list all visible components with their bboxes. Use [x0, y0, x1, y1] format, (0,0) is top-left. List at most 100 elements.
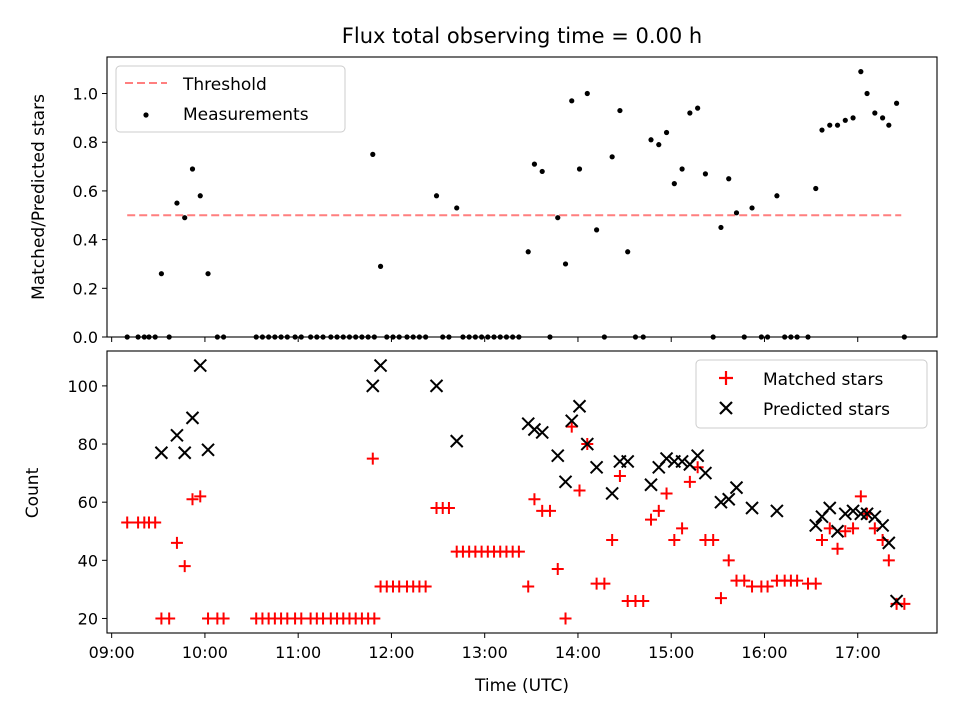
matched-star-point [565, 420, 578, 433]
x-tick-label: 14:00 [555, 643, 601, 662]
predicted-star-point [770, 504, 784, 518]
x-tick-label: 16:00 [741, 643, 787, 662]
predicted-star-point [690, 448, 705, 463]
predicted-star-point [201, 443, 215, 457]
predicted-star-point [572, 399, 587, 413]
measurement-point [562, 261, 569, 267]
predicted-star-point [366, 379, 380, 393]
matched-star-point [170, 536, 183, 549]
measurement-point [702, 171, 709, 177]
top-y-tick-label: 1.0 [73, 85, 98, 104]
matched-star-point [442, 501, 455, 514]
measurement-point [663, 129, 670, 136]
matched-star-point [551, 563, 564, 576]
measurement-point [617, 107, 623, 114]
measurement-point [525, 249, 531, 255]
measurement-point [679, 166, 685, 172]
measurement-point [726, 176, 732, 182]
predicted-star-point [429, 379, 444, 393]
x-tick-label: 13:00 [462, 643, 508, 662]
matched-star-point [217, 612, 230, 625]
matched-star-point [598, 577, 611, 590]
predicted-star-point [551, 448, 565, 463]
matched-legend-label: Matched stars [763, 370, 883, 390]
top-axes-frame [106, 56, 938, 338]
predicted-star-point [644, 478, 658, 492]
matched-star-point [676, 522, 689, 535]
measurement-point [182, 215, 188, 221]
measurement-point [850, 115, 856, 121]
predicted-star-point [714, 495, 728, 509]
predicted-star-point [745, 501, 759, 515]
measurement-point [813, 185, 819, 192]
measurement-point [454, 205, 460, 211]
top-y-tick-label: 0.6 [73, 182, 98, 201]
predicted-star-point [373, 358, 388, 373]
matched-star-point [714, 592, 727, 605]
measurement-point [576, 166, 583, 172]
bottom-y-axis: 20 40 60 80 100 [67, 377, 107, 628]
matched-star-point [163, 612, 176, 625]
x-axis: 09:00 10:00 11:00 12:00 13:00 14:00 15:00 16:00… [89, 633, 881, 662]
x-axis-label: Time (UTC) [474, 676, 569, 696]
measurement-point [749, 205, 755, 211]
x-tick-label: 12:00 [368, 643, 414, 662]
matched-star-point [645, 513, 658, 526]
matched-star-point [660, 487, 673, 500]
predicted-star-point [854, 507, 868, 521]
matched-legend-swatch [719, 371, 733, 385]
matched-star-point [559, 612, 572, 625]
measurement-point [584, 90, 590, 97]
predicted-star-point [185, 411, 200, 425]
measurement-point [834, 122, 841, 128]
matched-star-point [738, 574, 751, 587]
matched-star-point [815, 533, 828, 546]
predicted-star-point [729, 480, 744, 495]
matched-star-point [522, 580, 535, 593]
bottom-y-tick-label: 60 [78, 493, 98, 512]
measurement-point [864, 90, 870, 97]
predicted-star-point [450, 434, 464, 448]
top-y-tick-label: 0.4 [73, 231, 98, 250]
matched-star-point [121, 516, 134, 529]
predicted-star-point [823, 501, 837, 515]
matched-star-point [194, 490, 207, 503]
measurement-point [842, 117, 848, 123]
predicted-star-point [170, 428, 184, 443]
matched-star-point [637, 595, 650, 608]
measurement-point [819, 127, 825, 133]
measurements-legend-swatch [143, 112, 149, 118]
predicted-star-point [620, 454, 635, 469]
bottom-legend-box [695, 359, 928, 429]
top-panel: Flux total observing time = 0.00 h 0.00.… [29, 24, 938, 347]
matched-star-point [809, 577, 822, 590]
bottom-panel: 20 40 60 80 100 09:00 10:00 11:00 12:00 13:00 14:… [23, 350, 938, 696]
predicted-star-point [846, 504, 860, 518]
measurement-point [827, 122, 833, 128]
predicted-star-point [565, 414, 579, 428]
matched-star-point [149, 516, 162, 529]
predicted-star-point [809, 518, 823, 533]
predicted-star-point [675, 454, 689, 469]
matched-star-point [761, 580, 774, 593]
top-legend-box [115, 65, 346, 133]
measurement-point [695, 105, 701, 111]
top-y-tick-label: 0.8 [73, 133, 98, 152]
threshold-legend-label: Threshold [182, 75, 267, 95]
x-tick-label: 11:00 [275, 643, 321, 662]
predicted-star-point [527, 422, 542, 437]
measurement-point [733, 210, 740, 216]
matched-star-point [854, 490, 867, 503]
measurement-point [893, 100, 900, 106]
bottom-y-tick-label: 20 [78, 609, 98, 628]
predicted-legend-swatch [719, 401, 733, 415]
measurement-point [531, 161, 538, 167]
predicted-star-point [838, 507, 853, 521]
predicted-star-point [178, 446, 192, 460]
matched-star-point [847, 522, 860, 535]
measurements-legend-label: Measurements [183, 105, 309, 125]
measurement-point [648, 137, 654, 143]
measurement-point [886, 122, 892, 128]
top-y-tick-label: 0.0 [73, 328, 98, 347]
measurement-point [656, 142, 662, 148]
